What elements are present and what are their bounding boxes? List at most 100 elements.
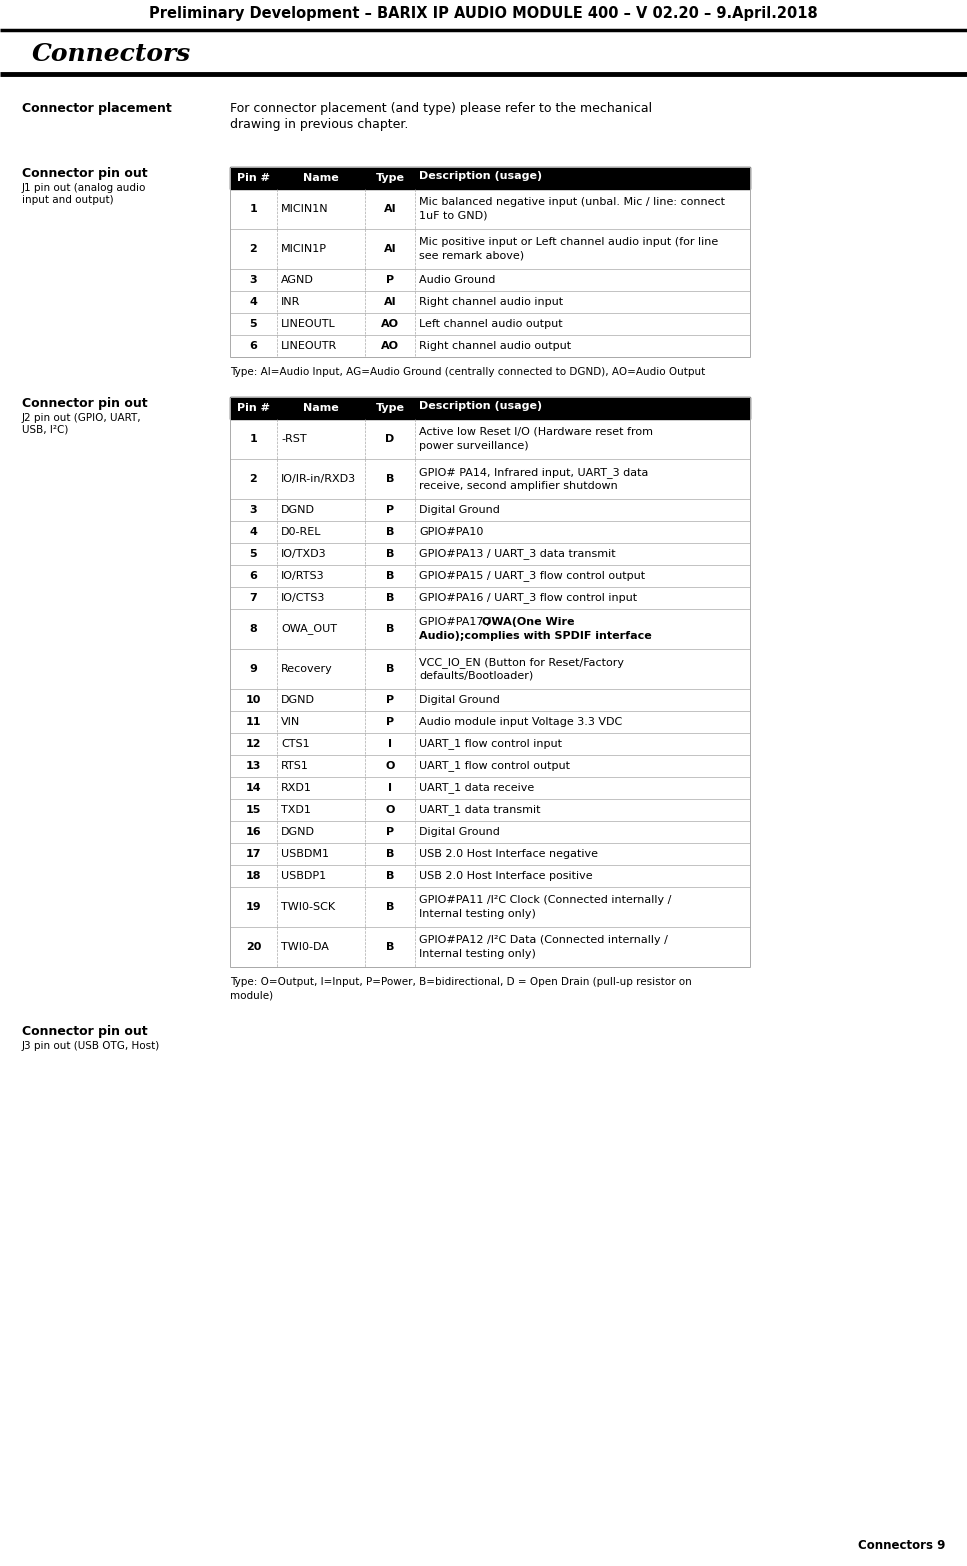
Text: D0-REL: D0-REL — [281, 528, 321, 537]
Text: AO: AO — [381, 319, 399, 329]
Text: 5: 5 — [249, 550, 257, 559]
Bar — [230, 689, 750, 711]
Bar — [230, 398, 750, 420]
Bar — [230, 565, 750, 587]
Text: 6: 6 — [249, 572, 257, 581]
Text: IO/CTS3: IO/CTS3 — [281, 594, 325, 603]
Text: J1 pin out (analog audio: J1 pin out (analog audio — [22, 183, 146, 193]
Bar — [230, 886, 750, 927]
Text: AI: AI — [384, 244, 396, 254]
Text: input and output): input and output) — [22, 196, 114, 205]
Text: Connector pin out: Connector pin out — [22, 168, 148, 180]
Bar — [230, 733, 750, 755]
Text: B: B — [386, 902, 395, 911]
Bar — [230, 755, 750, 777]
Text: -RST: -RST — [281, 434, 307, 445]
Text: Connector placement: Connector placement — [22, 102, 172, 114]
Text: GPIO#PA11 /I²C Clock (Connected internally /: GPIO#PA11 /I²C Clock (Connected internal… — [419, 896, 671, 905]
Bar — [230, 335, 750, 357]
Text: GPIO#PA15 / UART_3 flow control output: GPIO#PA15 / UART_3 flow control output — [419, 570, 645, 581]
Text: Active low Reset I/O (Hardware reset from: Active low Reset I/O (Hardware reset fro… — [419, 428, 653, 437]
Text: Connector pin out: Connector pin out — [22, 1026, 148, 1038]
Text: 11: 11 — [246, 717, 261, 727]
Text: UART_1 flow control output: UART_1 flow control output — [419, 761, 570, 772]
Text: 2: 2 — [249, 474, 257, 484]
Text: P: P — [386, 504, 395, 515]
Text: 4: 4 — [249, 528, 257, 537]
Text: Mic positive input or Left channel audio input (for line: Mic positive input or Left channel audio… — [419, 236, 718, 247]
Bar — [230, 648, 750, 689]
Text: see remark above): see remark above) — [419, 251, 524, 262]
Text: GPIO#PA10: GPIO#PA10 — [419, 528, 484, 537]
Text: DGND: DGND — [281, 504, 315, 515]
Text: Type: Type — [375, 172, 404, 183]
Bar — [230, 799, 750, 821]
Text: VIN: VIN — [281, 717, 300, 727]
Text: AI: AI — [384, 204, 396, 215]
Text: GPIO#PA13 / UART_3 data transmit: GPIO#PA13 / UART_3 data transmit — [419, 548, 616, 559]
Text: 10: 10 — [246, 695, 261, 705]
Text: LINEOUTL: LINEOUTL — [281, 319, 336, 329]
Text: Audio module input Voltage 3.3 VDC: Audio module input Voltage 3.3 VDC — [419, 717, 622, 727]
Text: Left channel audio output: Left channel audio output — [419, 319, 563, 329]
Text: RTS1: RTS1 — [281, 761, 308, 770]
Text: O: O — [385, 761, 395, 770]
Text: AO: AO — [381, 341, 399, 351]
Bar — [230, 189, 750, 229]
Bar — [230, 927, 750, 966]
Text: B: B — [386, 572, 395, 581]
Text: Name: Name — [303, 402, 338, 413]
Text: D: D — [386, 434, 395, 445]
Bar — [230, 500, 750, 521]
Text: Name: Name — [303, 172, 338, 183]
Bar — [230, 864, 750, 886]
Text: O: O — [385, 805, 395, 814]
Text: GPIO#PA16 / UART_3 flow control input: GPIO#PA16 / UART_3 flow control input — [419, 592, 637, 603]
Text: J3 pin out (USB OTG, Host): J3 pin out (USB OTG, Host) — [22, 1041, 161, 1051]
Text: IO/RTS3: IO/RTS3 — [281, 572, 325, 581]
Text: 13: 13 — [246, 761, 261, 770]
Bar — [230, 459, 750, 500]
Text: Audio);complies with SPDIF interface: Audio);complies with SPDIF interface — [419, 631, 652, 640]
Text: 19: 19 — [246, 902, 261, 911]
Bar — [230, 521, 750, 543]
Text: power surveillance): power surveillance) — [419, 442, 529, 451]
Text: 1uF to GND): 1uF to GND) — [419, 211, 487, 221]
Text: CTS1: CTS1 — [281, 739, 309, 749]
Text: P: P — [386, 827, 395, 836]
Text: 9: 9 — [249, 664, 257, 673]
Text: VCC_IO_EN (Button for Reset/Factory: VCC_IO_EN (Button for Reset/Factory — [419, 658, 624, 669]
Text: TWI0-DA: TWI0-DA — [281, 943, 329, 952]
Text: UART_1 data transmit: UART_1 data transmit — [419, 805, 541, 816]
Bar — [230, 168, 750, 189]
Text: Right channel audio input: Right channel audio input — [419, 298, 563, 307]
Text: Connectors 9: Connectors 9 — [858, 1539, 945, 1552]
Text: TWI0-SCK: TWI0-SCK — [281, 902, 336, 911]
Text: Type: O=Output, I=Input, P=Power, B=bidirectional, D = Open Drain (pull-up resis: Type: O=Output, I=Input, P=Power, B=bidi… — [230, 977, 691, 987]
Text: B: B — [386, 550, 395, 559]
Text: B: B — [386, 474, 395, 484]
Text: I: I — [388, 739, 392, 749]
Text: P: P — [386, 695, 395, 705]
Text: P: P — [386, 717, 395, 727]
Text: GPIO#PA17 /: GPIO#PA17 / — [419, 617, 498, 626]
Text: drawing in previous chapter.: drawing in previous chapter. — [230, 117, 408, 132]
Text: IO/TXD3: IO/TXD3 — [281, 550, 327, 559]
Bar — [230, 821, 750, 843]
Text: 14: 14 — [246, 783, 261, 792]
Text: B: B — [386, 664, 395, 673]
Bar — [230, 609, 750, 648]
Text: USB 2.0 Host Interface negative: USB 2.0 Host Interface negative — [419, 849, 598, 860]
Text: defaults/Bootloader): defaults/Bootloader) — [419, 670, 533, 681]
Bar — [230, 420, 750, 459]
Text: IO/IR-in/RXD3: IO/IR-in/RXD3 — [281, 474, 356, 484]
Text: USBDM1: USBDM1 — [281, 849, 329, 860]
Bar — [230, 543, 750, 565]
Text: B: B — [386, 623, 395, 634]
Text: GPIO# PA14, Infrared input, UART_3 data: GPIO# PA14, Infrared input, UART_3 data — [419, 467, 649, 478]
Text: Internal testing only): Internal testing only) — [419, 908, 536, 919]
Text: I: I — [388, 783, 392, 792]
Text: TXD1: TXD1 — [281, 805, 310, 814]
Text: USB, I²C): USB, I²C) — [22, 424, 69, 435]
Text: B: B — [386, 528, 395, 537]
